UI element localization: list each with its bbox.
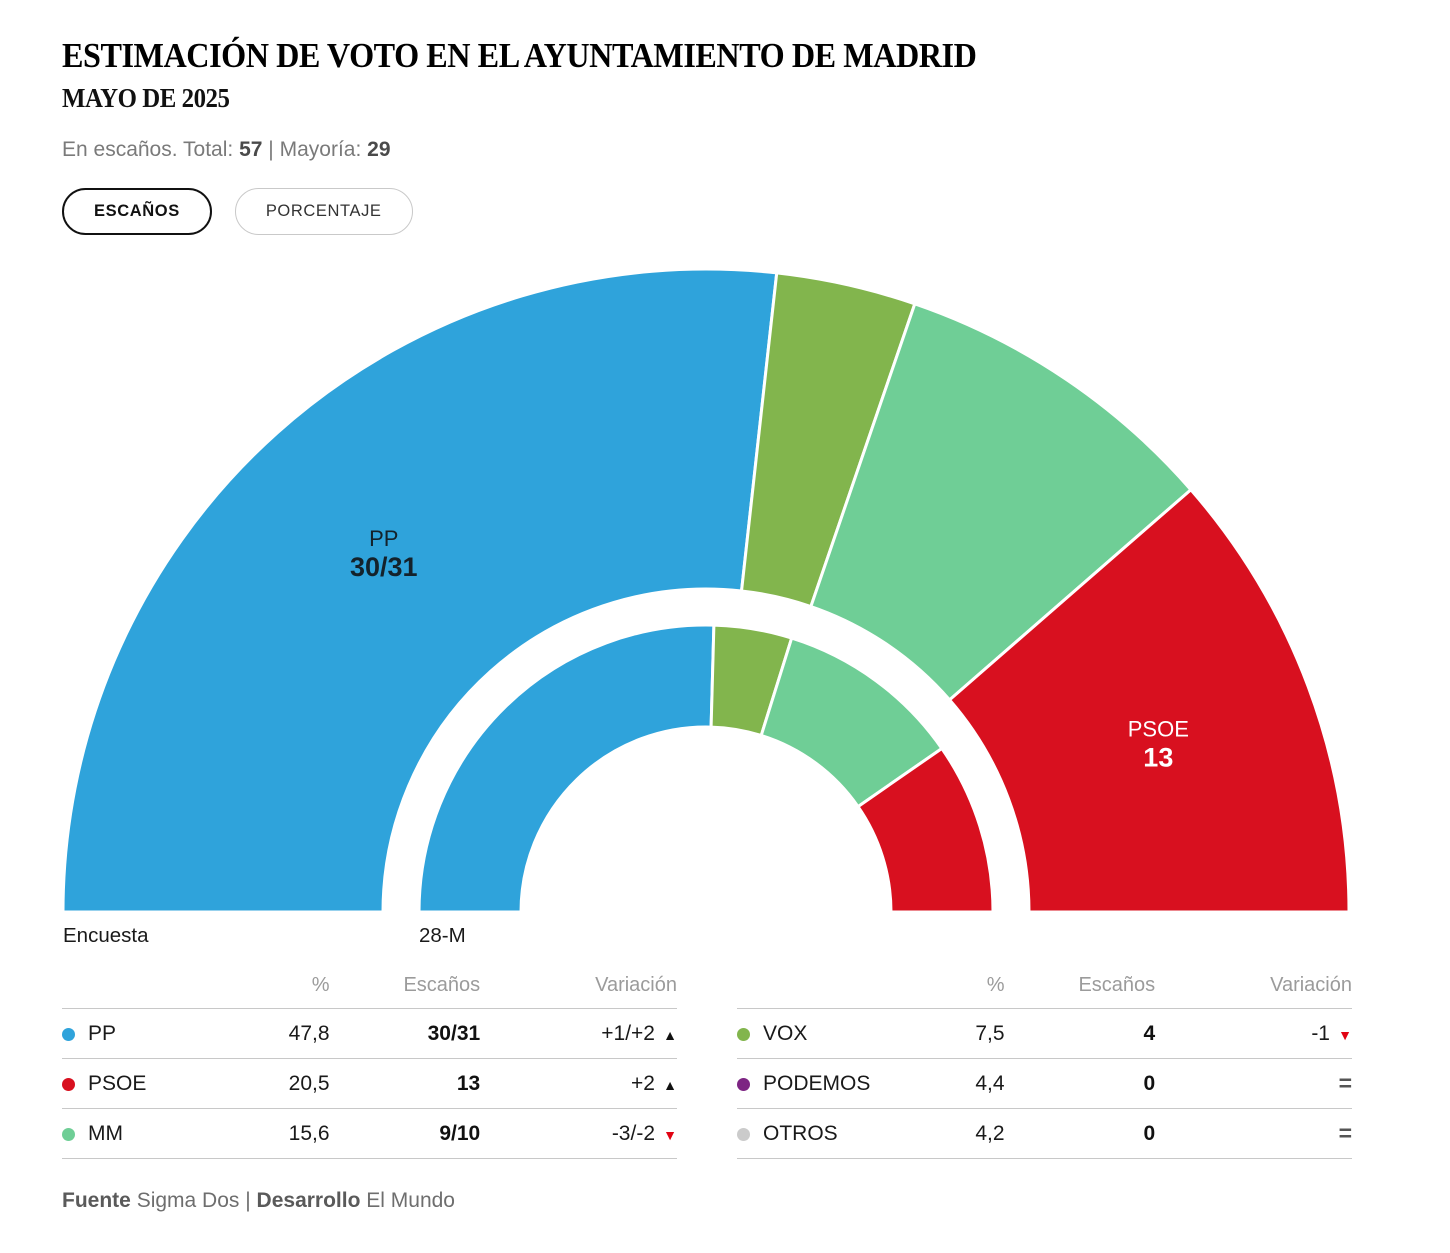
party-color-dot xyxy=(737,1127,750,1141)
meta-line: En escaños. Total: 57 | Mayoría: 29 xyxy=(62,138,1352,162)
meta-prefix: En escaños. Total: xyxy=(62,138,234,162)
table-row: VOX 7,5 4 -1 ▼ xyxy=(737,1009,1352,1059)
table-row: OTROS 4,2 0 = xyxy=(737,1109,1352,1159)
variation-value: -1 xyxy=(1311,1021,1330,1045)
table-row: PP 47,8 30/31 +1/+2 ▲ xyxy=(62,1009,677,1059)
party-seats: 4 xyxy=(1143,1021,1156,1045)
trend-icon: = xyxy=(1338,1070,1352,1097)
party-name: PSOE xyxy=(88,1071,147,1095)
header-pct: % xyxy=(986,974,1005,997)
table-header-row: % Escaños Variación xyxy=(62,974,677,1009)
segment-encuesta-psoe[interactable] xyxy=(947,487,1351,914)
party-pct: 47,8 xyxy=(288,1021,330,1045)
source-name: Sigma Dos xyxy=(136,1189,240,1213)
results-table-right: % Escaños Variación VOX 7,5 4 -1 ▼ PODEMO… xyxy=(737,974,1352,1159)
variation-value: +1/+2 xyxy=(601,1021,655,1045)
party-pct: 4,4 xyxy=(975,1071,1005,1095)
trend-icon: ▼ xyxy=(663,1126,677,1143)
party-color-dot xyxy=(62,1127,75,1141)
results-tables: % Escaños Variación PP 47,8 30/31 +1/+2 ▲… xyxy=(0,974,1450,1159)
meta-separator: | xyxy=(268,138,274,162)
majority-label: Mayoría: xyxy=(279,138,362,162)
party-seats: 13 xyxy=(456,1071,481,1095)
tab-escanos[interactable]: ESCAÑOS xyxy=(62,188,212,236)
segment-label-party: PP xyxy=(369,526,398,551)
dev-name: El Mundo xyxy=(366,1189,455,1213)
party-pct: 15,6 xyxy=(288,1121,330,1145)
source-label: Fuente xyxy=(62,1189,131,1213)
tab-porcentaje[interactable]: PORCENTAJE xyxy=(234,188,413,236)
header-seats: Escaños xyxy=(403,974,481,997)
party-seats: 0 xyxy=(1143,1121,1156,1145)
header-variation: Variación xyxy=(1270,974,1352,997)
hemicycle-chart-wrap: PP 30/31 PSOE 13 Encuesta 28-M xyxy=(0,258,1450,958)
variation-value: +2 xyxy=(631,1071,655,1095)
party-seats: 9/10 xyxy=(439,1121,481,1145)
header-seats: Escaños xyxy=(1078,974,1156,997)
ring-label: Encuesta xyxy=(63,924,149,947)
table-row: PODEMOS 4,4 0 = xyxy=(737,1059,1352,1109)
dev-label: Desarrollo xyxy=(256,1189,361,1213)
header-party xyxy=(62,974,216,1009)
footer-separator: | xyxy=(245,1189,251,1213)
party-seats: 0 xyxy=(1143,1071,1156,1095)
party-name: VOX xyxy=(763,1021,808,1045)
page-title: ESTIMACIÓN DE VOTO EN EL AYUNTAMIENTO DE… xyxy=(62,36,977,75)
segment-label-value: 30/31 xyxy=(350,552,418,582)
ring-label: 28-M xyxy=(419,924,466,947)
party-name: MM xyxy=(88,1121,123,1145)
party-color-dot xyxy=(62,1027,75,1041)
trend-icon: = xyxy=(1338,1120,1352,1147)
party-pct: 4,2 xyxy=(975,1121,1005,1145)
source-line: Fuente Sigma Dos | Desarrollo El Mundo xyxy=(0,1189,1450,1213)
segment-encuesta-pp[interactable] xyxy=(61,267,779,914)
party-name: PODEMOS xyxy=(763,1071,871,1095)
table-row: MM 15,6 9/10 -3/-2 ▼ xyxy=(62,1109,677,1159)
header-party xyxy=(737,974,891,1009)
page-subtitle: MAYO DE 2025 xyxy=(62,83,230,114)
trend-icon: ▼ xyxy=(1338,1026,1352,1043)
header-pct: % xyxy=(311,974,330,997)
total-seats: 57 xyxy=(239,138,263,162)
segment-28-m-psoe[interactable] xyxy=(855,746,995,914)
header-variation: Variación xyxy=(595,974,677,997)
party-name: OTROS xyxy=(763,1121,838,1145)
majority-seats: 29 xyxy=(367,138,391,162)
party-seats: 30/31 xyxy=(427,1021,481,1045)
results-table-left: % Escaños Variación PP 47,8 30/31 +1/+2 ▲… xyxy=(62,974,677,1159)
party-pct: 20,5 xyxy=(288,1071,330,1095)
party-pct: 7,5 xyxy=(975,1021,1005,1045)
variation-value: -3/-2 xyxy=(611,1121,655,1145)
segment-label-party: PSOE xyxy=(1128,717,1189,742)
trend-icon: ▲ xyxy=(663,1076,677,1093)
segment-label-value: 13 xyxy=(1143,743,1173,773)
party-name: PP xyxy=(88,1021,117,1045)
view-toggle: ESCAÑOS PORCENTAJE xyxy=(62,188,1352,236)
party-color-dot xyxy=(62,1077,75,1091)
table-header-row: % Escaños Variación xyxy=(737,974,1352,1009)
segment-28-m-pp[interactable] xyxy=(417,623,716,914)
table-row: PSOE 20,5 13 +2 ▲ xyxy=(62,1059,677,1109)
trend-icon: ▲ xyxy=(663,1026,677,1043)
party-color-dot xyxy=(737,1027,750,1041)
party-color-dot xyxy=(737,1077,750,1091)
